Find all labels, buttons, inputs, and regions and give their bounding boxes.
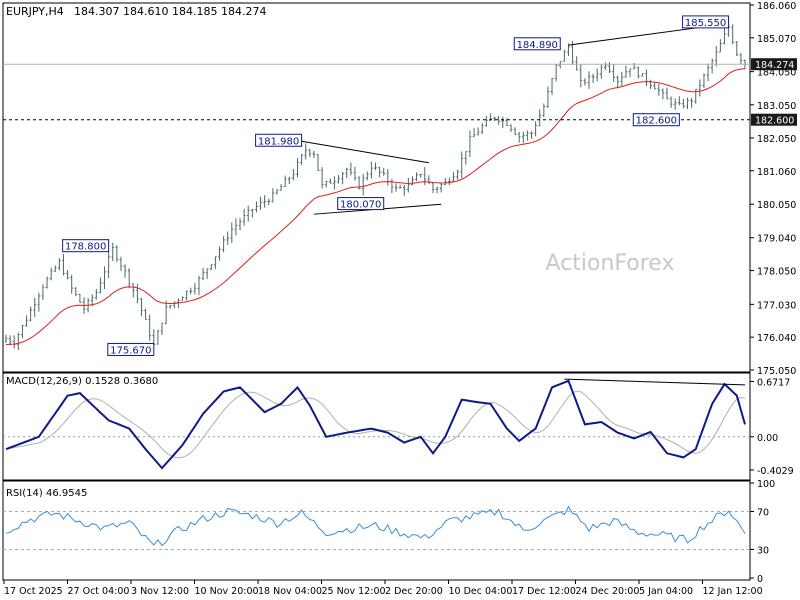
watermark: ActionForex	[546, 251, 675, 276]
rsi-panel: 100 70 30 0	[2, 479, 775, 585]
macd-panel: 0.6717 0.00 -0.4029	[2, 372, 794, 481]
y-tick-label: 70	[757, 508, 769, 519]
price-annotation-label: 180.070	[340, 200, 381, 211]
x-tick-label: 27 Oct 04:00	[68, 586, 130, 597]
price-annotation-box	[632, 113, 680, 127]
price-annotation-box	[682, 15, 730, 29]
x-tick-label: 5 Jan 04:00	[639, 586, 693, 597]
x-tick-label: 18 Nov 04:00	[258, 586, 322, 597]
price-annotation-label: 185.550	[685, 18, 726, 29]
x-tick-label: 24 Dec 20:00	[576, 586, 640, 597]
macd-signal-line	[5, 390, 746, 459]
y-tick-label: 177.030	[757, 300, 796, 311]
last-price-label: 184.274	[755, 60, 794, 71]
price-annotation-box	[337, 197, 385, 211]
y-tick-label: 181.060	[757, 167, 796, 178]
x-axis: 17 Oct 2025 27 Oct 04:00 3 Nov 12:00 10 Nov…	[3, 580, 763, 597]
x-tick-label: 12 Jan 12:00	[703, 586, 763, 597]
panel-frame	[2, 480, 751, 581]
macd-line	[5, 379, 746, 470]
y-tick-label: 183.050	[757, 101, 796, 112]
y-tick-label: 0	[757, 574, 763, 585]
y-tick-label: 100	[757, 479, 775, 490]
x-tick-label: 3 Nov 12:00	[131, 586, 189, 597]
y-tick-label: 185.070	[757, 34, 796, 45]
price-annotation-box	[255, 133, 303, 147]
x-tick-label: 17 Dec 12:00	[512, 586, 576, 597]
y-tick-label: 30	[757, 546, 769, 557]
y-tick-label: 0.00	[757, 433, 778, 444]
price-annotation-label: 175.670	[110, 345, 151, 356]
price-annotation-label: 178.800	[65, 242, 106, 253]
price-panel: 186.060 185.070 184.050 183.050 182.050 181.0…	[2, 1, 797, 377]
x-tick-label: 10 Dec 04:00	[449, 586, 513, 597]
x-tick-label: 25 Nov 12:00	[322, 586, 386, 597]
x-tick-label: 10 Nov 20:00	[195, 586, 259, 597]
y-tick-label: 178.050	[757, 267, 796, 278]
y-tick-label: 184.050	[757, 68, 796, 79]
price-annotation-box	[62, 239, 110, 253]
y-tick-label: 179.040	[757, 234, 796, 245]
x-tick-label: 2 Dec 20:00	[385, 586, 443, 597]
panel-frame	[2, 372, 751, 481]
y-tick-label: -0.4029	[757, 466, 794, 477]
y-tick-label: 176.040	[757, 333, 796, 344]
y-tick-label: 182.050	[757, 134, 796, 145]
last-price-tag	[751, 58, 797, 71]
price-annotation-label: 182.600	[636, 116, 677, 127]
rsi-line	[5, 505, 746, 547]
level-tag	[751, 113, 797, 126]
price-annotation-box	[513, 37, 561, 51]
macd-trendline	[564, 378, 746, 386]
trendline	[301, 140, 429, 164]
price-annotation-label: 181.980	[258, 136, 299, 147]
level-tag-label: 182.600	[755, 116, 794, 127]
y-tick-label: 0.6717	[757, 377, 790, 388]
panel-frame	[2, 2, 751, 373]
price-annotation-label: 184.890	[517, 40, 558, 51]
chart-ohlc: 184.307 184.610 184.185 184.274	[74, 5, 266, 18]
macd-title: MACD(12,26,9) 0.1528 0.3680	[6, 376, 158, 387]
price-annotation-box	[107, 342, 155, 356]
y-tick-label: 180.050	[757, 200, 796, 211]
y-tick-label: 175.050	[757, 366, 796, 377]
x-tick-label: 17 Oct 2025	[4, 586, 63, 597]
chart-symbol: EURJPY,H4	[6, 5, 64, 18]
moving-average-line	[5, 68, 746, 346]
y-tick-label: 186.060	[757, 1, 796, 12]
rsi-title: RSI(14) 46.9545	[6, 488, 87, 499]
